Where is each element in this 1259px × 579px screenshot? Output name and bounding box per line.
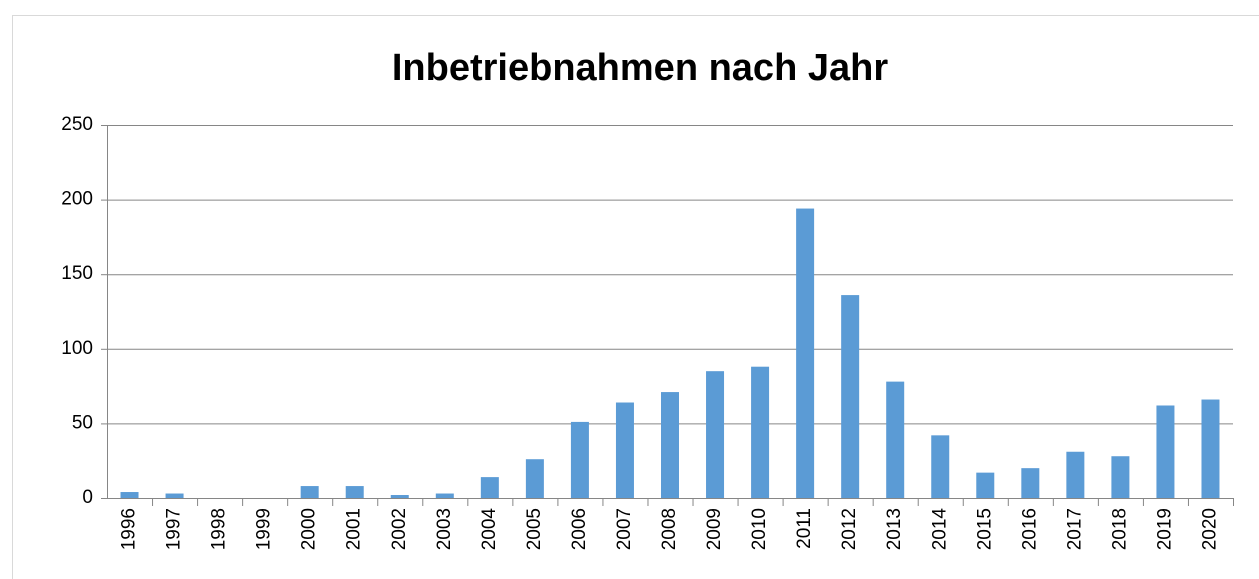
- x-tick-label: 2009: [704, 508, 725, 550]
- x-tick-label: 2005: [524, 508, 545, 550]
- x-tick-label: 2020: [1199, 508, 1220, 550]
- bar: [976, 472, 995, 498]
- bar: [615, 402, 634, 498]
- x-tick-label: 2015: [974, 508, 995, 550]
- bar: [841, 295, 860, 498]
- x-tick-label: 1997: [164, 508, 185, 550]
- y-tick-label: 100: [61, 338, 93, 359]
- x-tick-label: 1996: [119, 508, 140, 550]
- bar: [345, 486, 364, 498]
- bar: [165, 493, 184, 498]
- x-tick-label: 2013: [884, 508, 905, 550]
- bar: [480, 477, 499, 498]
- chart-title: Inbetriebnahmen nach Jahr: [392, 47, 888, 89]
- bar: [120, 492, 139, 498]
- bar: [706, 371, 725, 498]
- y-tick-label: 0: [82, 487, 93, 508]
- bar: [1021, 468, 1040, 498]
- x-tick-label: 2011: [794, 508, 815, 549]
- bar: [435, 493, 454, 498]
- x-tick-label: 2004: [479, 508, 500, 551]
- x-tick-label: 2000: [299, 508, 320, 550]
- y-tick-label: 200: [61, 189, 93, 210]
- x-tick-label: 1999: [254, 508, 275, 550]
- x-tick-label: 2002: [389, 508, 410, 550]
- x-tick-label: 2012: [839, 508, 860, 550]
- x-tick-label: 2001: [344, 508, 365, 550]
- bar: [931, 435, 950, 498]
- x-tick-label: 2014: [929, 508, 950, 551]
- x-tick-label: 1998: [209, 508, 230, 550]
- bar: [796, 208, 815, 498]
- x-tick-label: 2019: [1154, 508, 1175, 550]
- x-tick-label: 2006: [569, 508, 590, 550]
- bar: [1066, 451, 1085, 498]
- bar: [390, 495, 409, 498]
- y-tick-label: 150: [61, 263, 93, 284]
- y-tick-label: 250: [61, 114, 93, 135]
- x-tick-label: 2007: [614, 508, 635, 550]
- bar: [570, 421, 589, 498]
- bar: [1111, 456, 1130, 498]
- bar: [1201, 399, 1220, 498]
- x-tick-label: 2008: [659, 508, 680, 550]
- x-tick-label: 2003: [434, 508, 455, 550]
- y-tick-label: 50: [72, 412, 93, 433]
- bar: [525, 459, 544, 498]
- bar: [1156, 405, 1175, 498]
- bar: [300, 486, 319, 498]
- x-tick-label: 2018: [1109, 508, 1130, 550]
- bar: [886, 381, 905, 498]
- x-tick-label: 2017: [1064, 508, 1085, 550]
- bar: [751, 366, 770, 498]
- x-tick-label: 2010: [749, 508, 770, 550]
- bar: [661, 392, 679, 498]
- x-tick-label: 2016: [1019, 508, 1040, 550]
